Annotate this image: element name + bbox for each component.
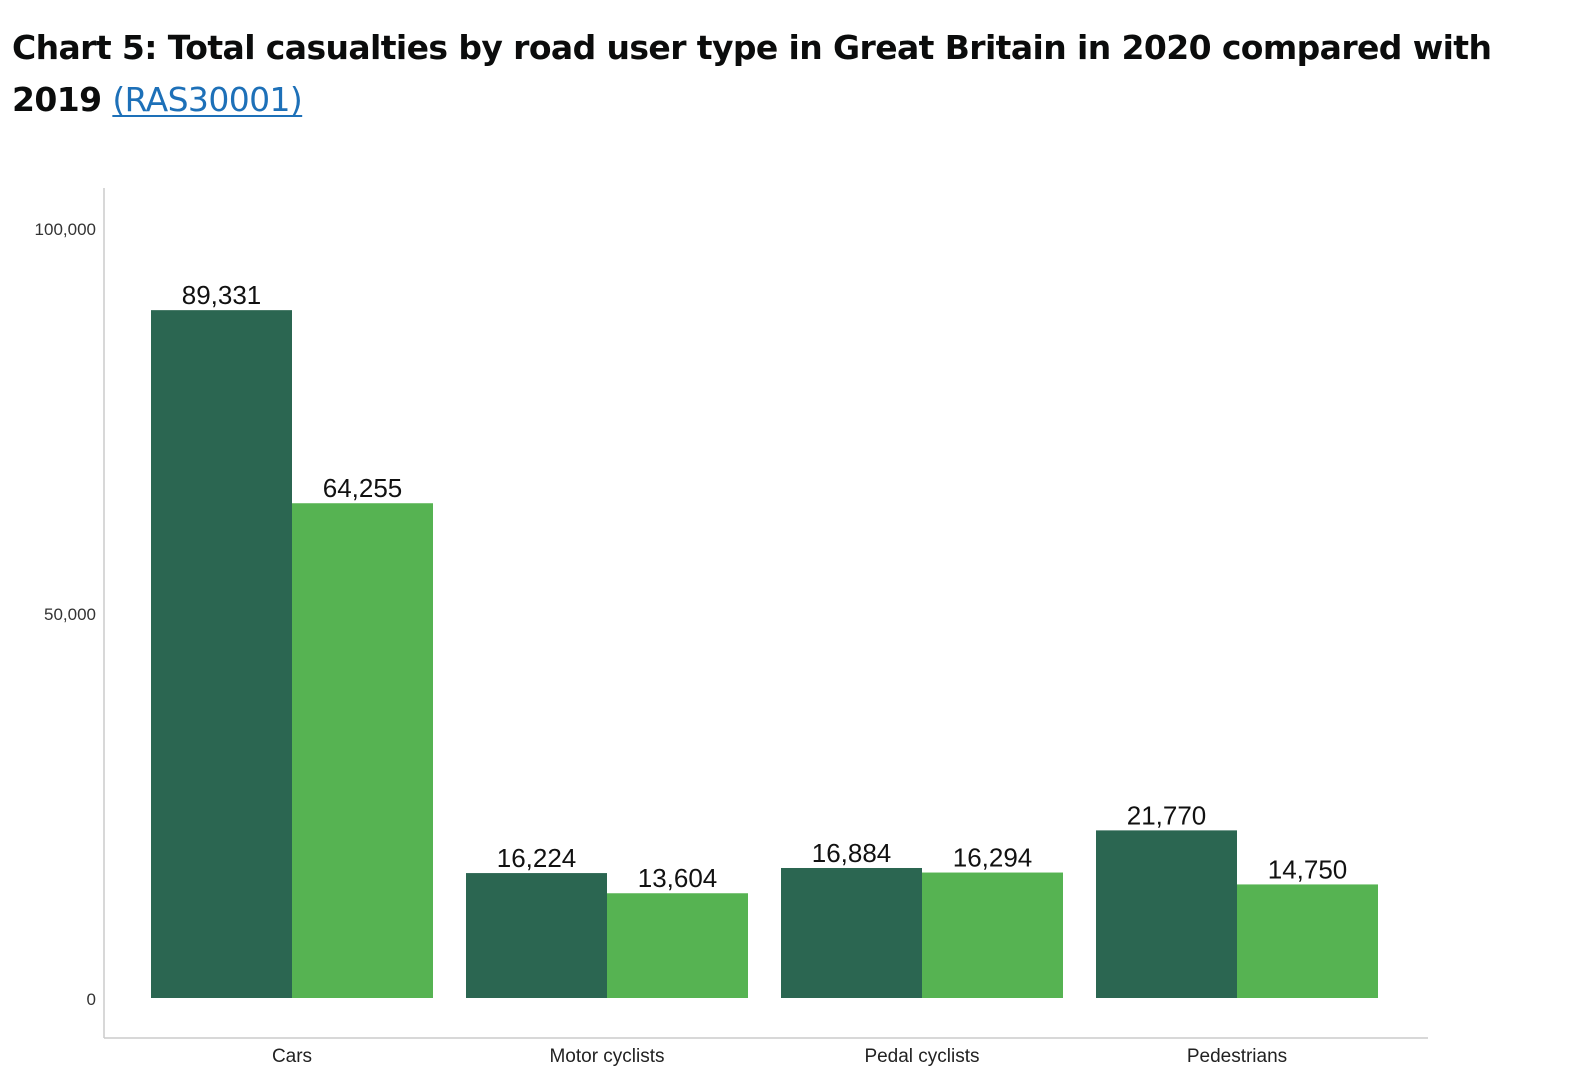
bar-value-label: 89,331 bbox=[182, 280, 262, 310]
bar-value-label: 21,770 bbox=[1127, 800, 1207, 830]
x-category-label: Pedal cyclists bbox=[864, 1046, 979, 1067]
x-category-label: Motor cyclists bbox=[549, 1046, 664, 1067]
bar-value-label: 14,750 bbox=[1268, 854, 1348, 884]
y-tick-label: 100,000 bbox=[35, 220, 96, 239]
y-tick-label: 50,000 bbox=[44, 605, 96, 624]
x-category-label: Cars bbox=[272, 1046, 312, 1067]
bar bbox=[781, 867, 922, 998]
chart-heading: Chart 5: Total casualties by road user t… bbox=[12, 22, 1532, 126]
bar bbox=[607, 893, 748, 998]
bar bbox=[466, 873, 607, 998]
x-category-label: Pedestrians bbox=[1187, 1046, 1287, 1067]
bar-value-label: 13,604 bbox=[638, 863, 718, 893]
bar-value-label: 16,884 bbox=[812, 838, 892, 868]
bar bbox=[1237, 884, 1378, 998]
y-tick-label: 0 bbox=[87, 990, 96, 1009]
bar-value-label: 64,255 bbox=[323, 473, 403, 503]
bar-value-label: 16,294 bbox=[953, 843, 1033, 873]
bar bbox=[292, 503, 433, 998]
bar bbox=[922, 872, 1063, 998]
chart-title: Chart 5: Total casualties by road user t… bbox=[12, 28, 1492, 119]
bar bbox=[151, 310, 292, 998]
bar bbox=[1096, 830, 1237, 998]
bar-value-label: 16,224 bbox=[497, 843, 577, 873]
ras30001-link[interactable]: (RAS30001) bbox=[112, 80, 303, 119]
